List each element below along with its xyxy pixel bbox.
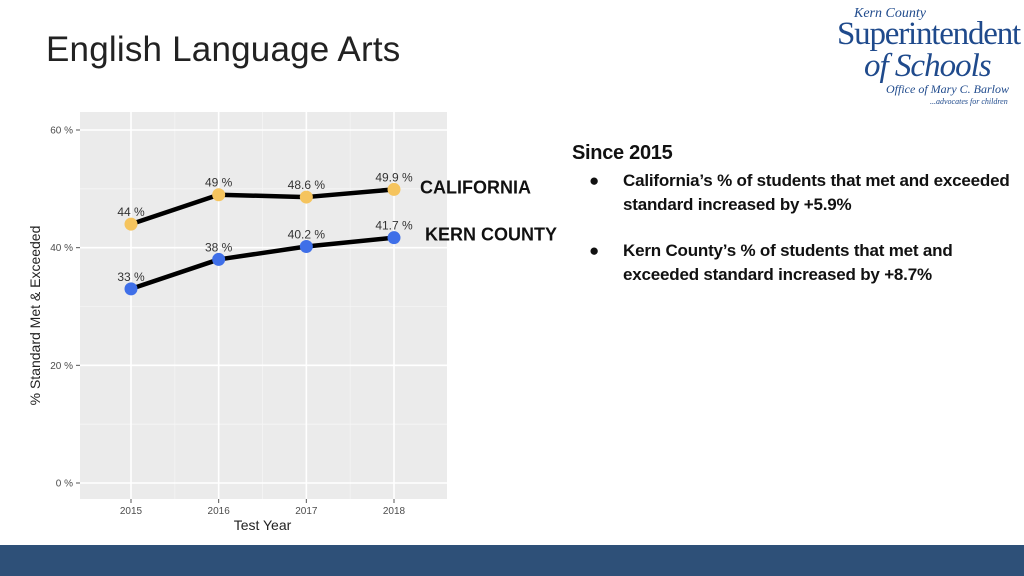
data-label: 40.2 % xyxy=(288,227,326,241)
series-name-label: CALIFORNIA xyxy=(420,177,531,197)
data-label: 49 % xyxy=(205,176,233,190)
data-point xyxy=(212,252,226,266)
logo-line-of-schools: of Schools xyxy=(864,48,992,84)
y-tick-label: 0 % xyxy=(56,479,73,490)
footer-bar xyxy=(0,545,1024,576)
data-point xyxy=(299,190,313,204)
data-label: 44 % xyxy=(117,205,145,219)
plot-panel xyxy=(80,112,447,499)
y-tick-label: 40 % xyxy=(50,243,73,254)
data-point xyxy=(387,182,401,196)
x-tick-label: 2015 xyxy=(120,506,143,517)
bullet-icon: ● xyxy=(589,171,600,190)
list-item: ● California’s % of students that met an… xyxy=(572,169,1012,217)
organization-logo: Kern County Superintendent of Schools Of… xyxy=(834,6,1021,110)
x-axis-title: Test Year xyxy=(234,517,292,533)
x-tick-label: 2018 xyxy=(383,506,406,517)
notes-panel: Since 2015 ● California’s % of students … xyxy=(572,142,1012,309)
notes-heading: Since 2015 xyxy=(572,142,673,164)
logo-line-kern-county: Kern County xyxy=(854,6,926,21)
data-label: 33 % xyxy=(117,270,145,284)
series-line xyxy=(130,235,395,291)
slide-title: English Language Arts xyxy=(46,30,401,69)
x-tick-label: 2017 xyxy=(295,506,318,517)
note-text: Kern County’s % of students that met and… xyxy=(623,241,953,284)
y-tick-label: 60 % xyxy=(50,126,73,137)
data-label: 38 % xyxy=(205,240,233,254)
data-point xyxy=(124,217,138,231)
logo-line-office: Office of Mary C. Barlow xyxy=(886,82,1009,96)
logo-line-superintendent: Superintendent xyxy=(837,16,1021,52)
bullet-icon: ● xyxy=(589,241,600,260)
series-name-label: KERN COUNTY xyxy=(425,225,557,245)
y-axis-title: % Standard Met & Exceeded xyxy=(27,226,43,406)
data-point xyxy=(387,231,401,245)
note-text: California’s % of students that met and … xyxy=(623,171,1010,214)
data-label: 49.9 % xyxy=(375,170,413,184)
series-line xyxy=(130,187,395,227)
x-tick-label: 2016 xyxy=(208,506,231,517)
data-label: 48.6 % xyxy=(288,178,326,192)
logo-line-tagline: ...advocates for children xyxy=(930,97,1008,106)
y-tick-label: 20 % xyxy=(50,361,73,372)
notes-list: ● California’s % of students that met an… xyxy=(572,169,1012,287)
data-point xyxy=(299,239,313,253)
line-chart: 0 % 20 % 40 % 60 % 2015 2016 2017 2018 Test Year… xyxy=(27,112,557,533)
data-point xyxy=(212,188,226,202)
list-item: ● Kern County’s % of students that met a… xyxy=(572,239,1012,287)
data-label: 41.7 % xyxy=(375,219,413,233)
data-point xyxy=(124,282,138,296)
